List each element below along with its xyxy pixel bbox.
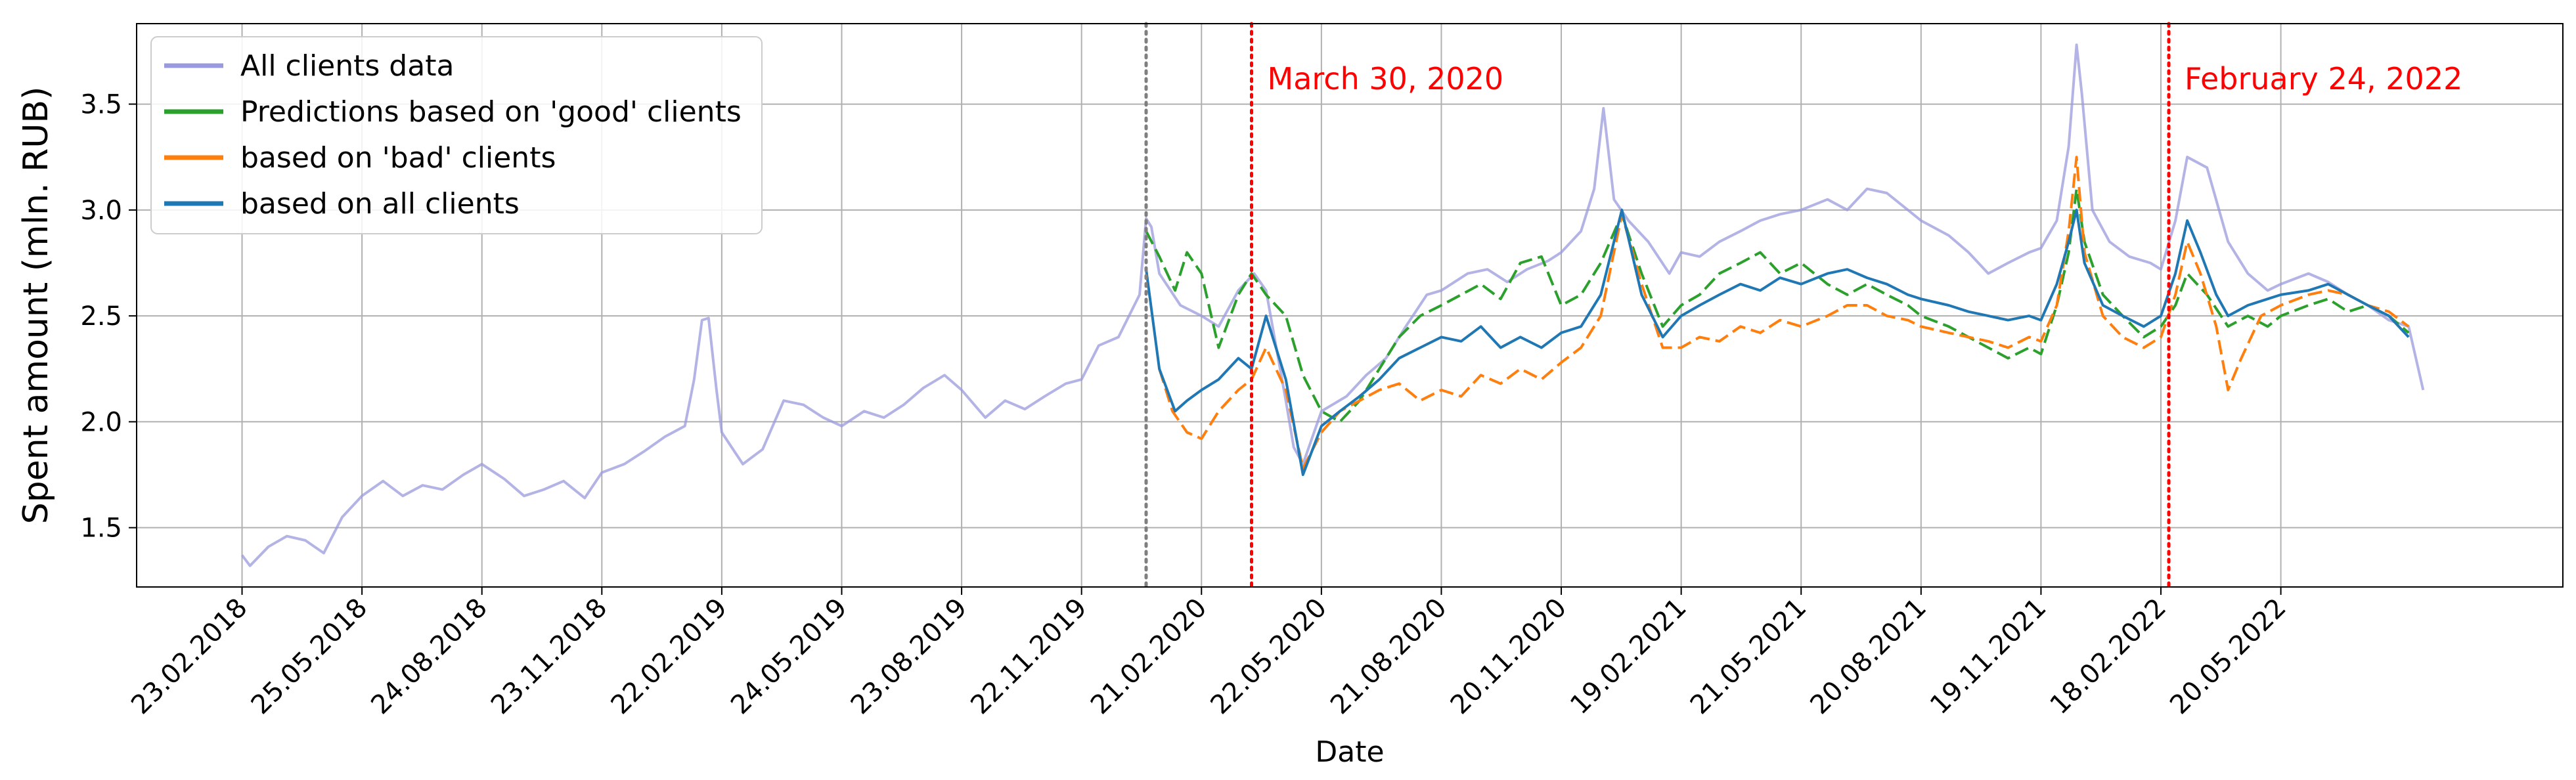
x-tick-label: 20.08.2021 (1804, 593, 1932, 720)
x-tick-label: 22.11.2019 (965, 593, 1092, 720)
series-line-4 (1145, 208, 2410, 476)
legend: All clients data Predictions based on 'go… (150, 36, 763, 234)
event-annotation: February 24, 2022 (2185, 61, 2462, 97)
x-tick-label: 23.02.2018 (125, 593, 253, 720)
legend-box (150, 36, 763, 234)
y-tick-label: 3.0 (80, 196, 122, 226)
legend-label: All clients data (240, 49, 454, 83)
plot-frame (136, 23, 2564, 588)
series-line-3 (1158, 156, 2410, 470)
x-tick-label: 18.02.2022 (2045, 593, 2172, 720)
x-tick-label: 24.05.2019 (725, 593, 853, 720)
series-lines (240, 43, 2425, 567)
x-tick-label: 20.05.2022 (2164, 593, 2292, 720)
y-tick-label: 1.5 (80, 513, 122, 544)
y-tick-label: 3.5 (80, 90, 122, 120)
y-tick-label: 2.0 (80, 407, 122, 437)
x-tick-label: 21.02.2020 (1085, 593, 1212, 720)
x-tick-label: 21.08.2020 (1325, 593, 1452, 720)
x-tick-label: 19.02.2021 (1565, 593, 1692, 720)
x-tick-label: 25.05.2018 (246, 593, 373, 720)
x-tick-label: 24.08.2018 (365, 593, 493, 720)
x-tick-label: 23.08.2019 (845, 593, 973, 720)
x-tick-label: 23.11.2018 (485, 593, 613, 720)
x-tick-label: 20.11.2020 (1445, 593, 1572, 720)
series-line-1 (240, 43, 2425, 567)
x-tick-label: 19.11.2021 (1924, 593, 2052, 720)
x-tick-label: 22.02.2019 (605, 593, 732, 720)
legend-label: based on all clients (240, 187, 520, 221)
legend-label: based on 'bad' clients (240, 141, 556, 175)
y-axis-label: Spent amount (mln. RUB) (16, 87, 56, 525)
series-line-2 (1145, 187, 2410, 423)
event-annotation: March 30, 2020 (1268, 61, 1504, 97)
x-tick-label: 21.05.2021 (1685, 593, 1812, 720)
legend-label: Predictions based on 'good' clients (240, 95, 742, 129)
x-axis-label: Date (1315, 735, 1384, 769)
y-tick-label: 2.5 (80, 301, 122, 332)
event-lines: March 30, 2020 February 24, 2022 (1144, 22, 2462, 589)
x-tick-label: 22.05.2020 (1205, 593, 1332, 720)
